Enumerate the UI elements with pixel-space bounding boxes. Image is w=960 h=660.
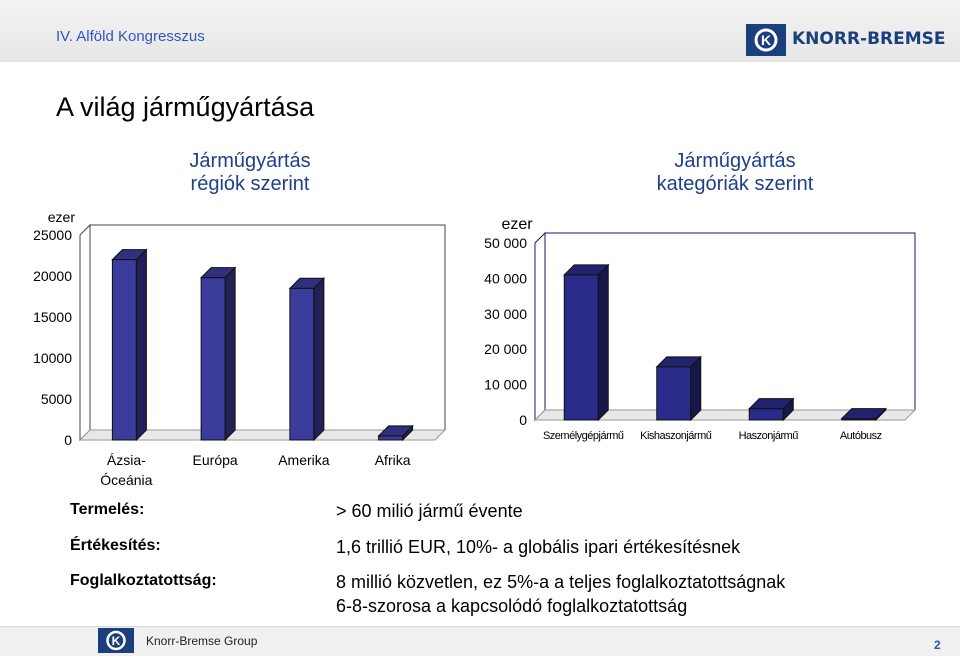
left-heading-line: régiók szerint: [190, 173, 310, 195]
knorr-bremse-k-icon: K: [98, 628, 134, 653]
page-number: 2: [934, 638, 941, 652]
region-chart: ezer 0 5000 10000 15000 20000 25000 Ázsia- Óceán…: [33, 209, 447, 488]
bar-side: [135, 248, 147, 442]
y-tick-label: 0: [64, 432, 72, 448]
y-tick-label: 50 000: [484, 235, 527, 251]
y-tick-label: 25000: [33, 227, 72, 243]
company-logo: K KNORR-BREMSE: [746, 24, 946, 56]
bar-top: [655, 356, 702, 368]
header-bar: [0, 0, 960, 62]
fact-value-production: > 60 milió jármű évente: [336, 501, 523, 521]
fact-label-sales: Értékesítés:: [70, 537, 161, 554]
x-category-label: Amerika: [278, 452, 330, 468]
footer-bar: [0, 626, 960, 656]
logo-text: KNORR-BREMSE: [792, 29, 946, 49]
right-heading-line: kategóriák szerint: [656, 173, 814, 195]
slide-title: A világ járműgyártása: [56, 92, 315, 122]
fact-value-employment-2: 6-8-szorosa a kapcsolódó foglalkoztatott…: [336, 596, 688, 616]
fact-label-production: Termelés:: [70, 501, 145, 518]
plot-floor: [78, 429, 447, 441]
bar-front: [563, 274, 599, 421]
x-category-label: Autóbusz: [840, 430, 882, 442]
y-tick-label: 30 000: [484, 306, 527, 322]
y-tick-label: 40 000: [484, 270, 527, 286]
bar-side: [597, 263, 609, 422]
bar-top: [377, 425, 414, 437]
bar-top: [288, 277, 326, 289]
y-tick-label: 20000: [33, 268, 72, 284]
fact-label-employment: Foglalkoztatottság:: [70, 572, 217, 589]
bar-front: [748, 408, 784, 421]
plot-side-wall: [79, 223, 91, 442]
x-category-label: Európa: [193, 452, 238, 468]
x-category-label: Személygépjármű: [543, 430, 624, 442]
bar-side: [690, 355, 702, 422]
fact-value-employment: 8 millió közvetlen, ez 5%-a a teljes fog…: [336, 572, 786, 592]
left-chart-heading: Járműgyártás régiók szerint: [150, 150, 350, 196]
bar-front: [111, 259, 137, 441]
x-category-label: Haszonjármű: [739, 430, 799, 442]
right-chart-heading: Járműgyártás kategóriák szerint: [620, 150, 850, 196]
knorr-bremse-k-icon: K: [746, 24, 786, 56]
bar-front: [656, 366, 692, 421]
x-category-label: Óceánia: [100, 472, 152, 488]
bar-side: [224, 266, 236, 442]
svg-text:K: K: [112, 634, 121, 648]
bar-front: [200, 277, 226, 441]
y-tick-label: 15000: [33, 309, 72, 325]
x-category-label: Afrika: [375, 452, 411, 468]
y-tick-label: 10 000: [484, 377, 527, 393]
y-tick-label: 5000: [41, 391, 72, 407]
footer-logo: K: [96, 626, 136, 655]
bar-top: [748, 398, 795, 410]
x-category-label: Ázsia-: [107, 452, 146, 468]
y-axis-unit: ezer: [48, 209, 76, 225]
y-tick-label: 0: [519, 412, 527, 428]
plot-side-wall: [534, 231, 546, 422]
bar-front: [378, 435, 404, 441]
bar-side: [313, 277, 325, 442]
y-tick-label: 10000: [33, 350, 72, 366]
footer-company: Knorr-Bremse Group: [146, 634, 258, 648]
x-category-label: Kishaszonjármű: [640, 430, 712, 442]
right-heading-line: Járműgyártás: [674, 150, 796, 172]
bar-top: [563, 264, 610, 276]
svg-text:K: K: [761, 32, 771, 48]
fact-value-sales: 1,6 trillió EUR, 10%- a globális ipari é…: [336, 537, 741, 557]
conference-name: IV. Alföld Kongresszus: [56, 28, 205, 45]
bar-top: [840, 408, 887, 420]
y-axis-unit: ezer: [501, 216, 533, 233]
category-chart: ezer 0 10 000 20 000 30 000 40 000 50 000 Szemé…: [484, 216, 917, 442]
y-tick-label: 20 000: [484, 341, 527, 357]
bar-top: [111, 249, 148, 261]
bar-top: [199, 267, 237, 279]
left-heading-line: Járműgyártás: [189, 150, 311, 172]
bar-front: [289, 287, 315, 441]
